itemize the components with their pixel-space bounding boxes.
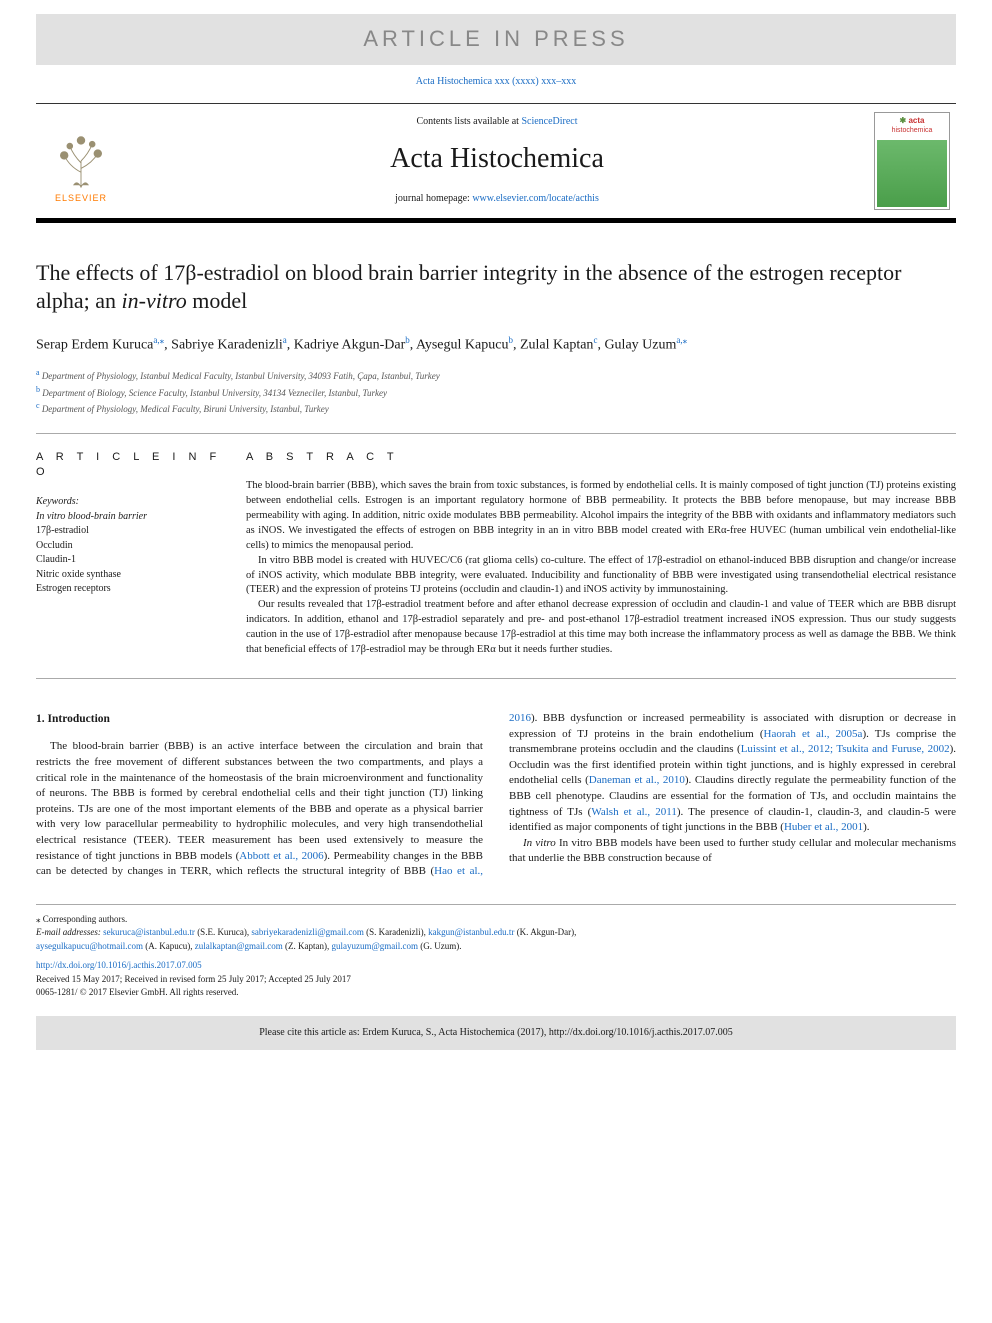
section-1-heading: 1. Introduction (36, 711, 483, 727)
keywords-label: Keywords: (36, 495, 222, 509)
homepage-prefix: journal homepage: (395, 193, 472, 204)
elsevier-logo: ELSEVIER (42, 117, 120, 205)
elsevier-tree-icon (53, 133, 109, 189)
contents-prefix: Contents lists available at (416, 116, 521, 127)
email-label: E-mail addresses: (36, 927, 103, 937)
elsevier-wordmark: ELSEVIER (55, 192, 107, 205)
ref-huber-2001[interactable]: Huber et al., 2001 (784, 821, 863, 833)
article-info: A R T I C L E I N F O Keywords: In vitro… (36, 450, 246, 658)
received-dates: Received 15 May 2017; Received in revise… (36, 973, 956, 987)
body-text: 1. Introduction The blood-brain barrier … (36, 711, 956, 880)
article-info-head: A R T I C L E I N F O (36, 450, 222, 481)
cover-hist: histochemica (877, 126, 947, 136)
ref-haorah-2005a[interactable]: Haorah et al., 2005a (764, 728, 863, 740)
authors: Serap Erdem Kurucaa,⁎, Sabriye Karadeniz… (36, 334, 956, 355)
author-3: Kadriye Akgun-Dar (294, 338, 406, 353)
ref-daneman-2010[interactable]: Daneman et al., 2010 (589, 774, 685, 786)
email-4[interactable]: aysegulkapucu@hotmail.com (36, 941, 143, 951)
cover-acta: ✱ acta (877, 115, 947, 126)
abstract-head: A B S T R A C T (246, 450, 956, 465)
author-5: Zulal Kaptan (520, 338, 593, 353)
title-italic: in-vitro (122, 288, 187, 313)
intro-para-2: In vitro In vitro BBB models have been u… (509, 836, 956, 867)
sciencedirect-link[interactable]: ScienceDirect (521, 116, 577, 127)
ref-abbott-2006[interactable]: Abbott et al., 2006 (239, 850, 323, 862)
keyword: Occludin (36, 539, 222, 554)
email-1[interactable]: sekuruca@istanbul.edu.tr (103, 927, 195, 937)
corresponding-label: ⁎ Corresponding authors. (36, 913, 956, 927)
email-6[interactable]: gulayuzum@gmail.com (332, 941, 419, 951)
keyword: In vitro blood-brain barrier (36, 510, 222, 525)
keyword: Estrogen receptors (36, 582, 222, 597)
article-title: The effects of 17β-estradiol on blood br… (36, 259, 956, 316)
affil-a: Department of Physiology, Istanbul Medic… (42, 371, 440, 381)
affil-b: Department of Biology, Science Faculty, … (42, 388, 387, 398)
author-6: Gulay Uzum (604, 338, 676, 353)
title-post: model (187, 288, 248, 313)
affiliations: a Department of Physiology, Istanbul Med… (36, 367, 956, 417)
keyword: Nitric oxide synthase (36, 568, 222, 583)
journal-name: Acta Histochemica (120, 139, 874, 178)
footer: ⁎ Corresponding authors. E-mail addresse… (36, 904, 956, 1000)
author-1: Serap Erdem Kuruca (36, 338, 153, 353)
abstract-p1: The blood-brain barrier (BBB), which sav… (246, 479, 956, 554)
email-2[interactable]: sabriyekaradenizli@gmail.com (251, 927, 364, 937)
issn-copyright: 0065-1281/ © 2017 Elsevier GmbH. All rig… (36, 986, 956, 1000)
ref-luissint-2012[interactable]: Luissint et al., 2012; Tsukita and Furus… (741, 743, 950, 755)
author-4: Aysegul Kapucu (416, 338, 508, 353)
email-5[interactable]: zulalkaptan@gmail.com (195, 941, 283, 951)
cite-as-box: Please cite this article as: Erdem Kuruc… (36, 1016, 956, 1050)
abstract: A B S T R A C T The blood-brain barrier … (246, 450, 956, 658)
cover-image-placeholder (877, 140, 947, 207)
emails-line: E-mail addresses: sekuruca@istanbul.edu.… (36, 926, 956, 953)
author-2: Sabriye Karadenizli (171, 338, 283, 353)
abstract-p3: Our results revealed that 17β-estradiol … (246, 598, 956, 658)
masthead: ELSEVIER Contents lists available at Sci… (36, 103, 956, 223)
article-in-press-banner: ARTICLE IN PRESS (36, 14, 956, 65)
keyword: 17β-estradiol (36, 524, 222, 539)
email-3[interactable]: kakgun@istanbul.edu.tr (428, 927, 514, 937)
homepage-line: journal homepage: www.elsevier.com/locat… (120, 192, 874, 206)
doi-link[interactable]: http://dx.doi.org/10.1016/j.acthis.2017.… (36, 959, 956, 973)
contents-line: Contents lists available at ScienceDirec… (120, 115, 874, 129)
citation-top: Acta Histochemica xxx (xxxx) xxx–xxx (0, 75, 992, 89)
author-6-corr[interactable]: ⁎ (683, 335, 688, 345)
ref-walsh-2011[interactable]: Walsh et al., 2011 (591, 806, 677, 818)
keyword: Claudin-1 (36, 553, 222, 568)
homepage-link[interactable]: www.elsevier.com/locate/acthis (472, 193, 599, 204)
journal-cover-thumb: ✱ acta histochemica (874, 112, 950, 210)
abstract-p2: In vitro BBB model is created with HUVEC… (246, 554, 956, 599)
affil-c: Department of Physiology, Medical Facult… (42, 404, 329, 414)
